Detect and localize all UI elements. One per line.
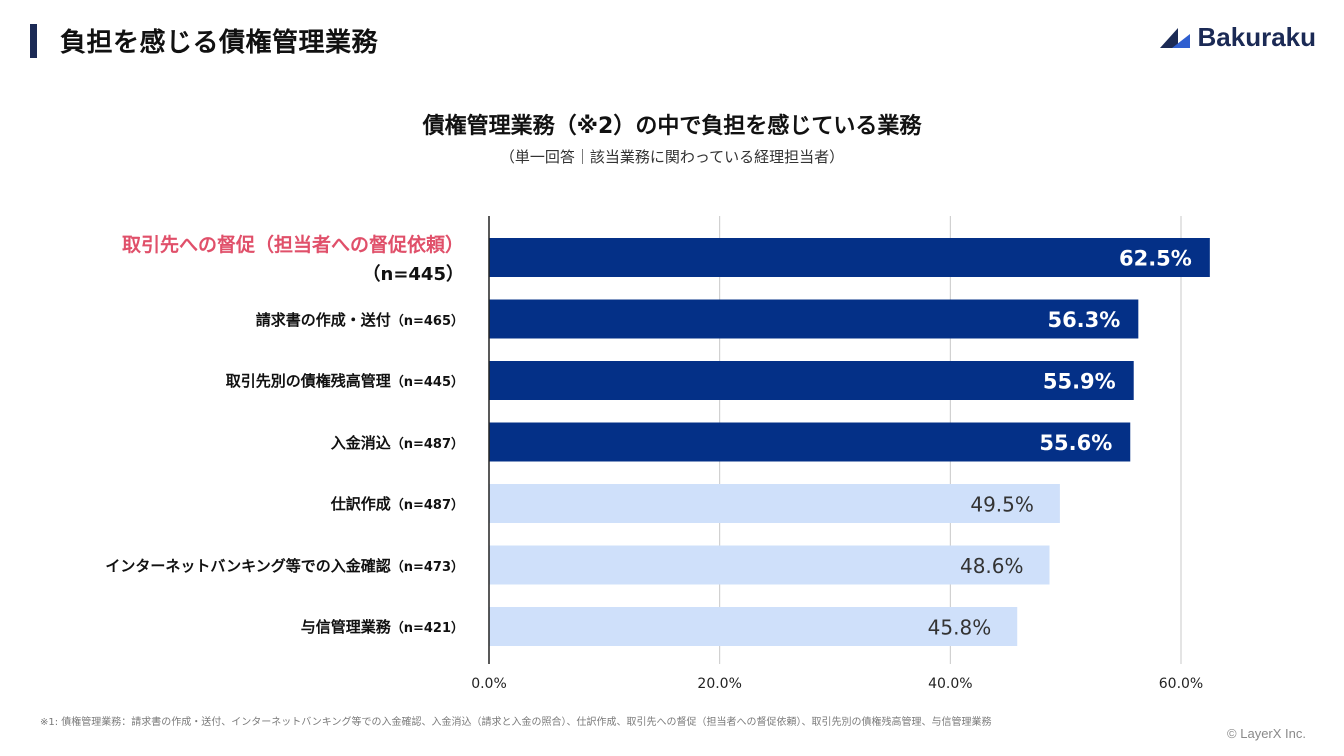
category-n: （n=487） [390, 436, 464, 452]
category-label: 取引先別の債権残高管理（n=445） [226, 370, 464, 391]
category-label: 入金消込（n=487） [331, 432, 464, 453]
bakuraku-logo-icon [1159, 27, 1190, 48]
x-tick-label: 0.0% [471, 676, 507, 692]
category-name: 取引先別の債権残高管理 [225, 372, 391, 390]
x-tick-label: 40.0% [928, 676, 972, 692]
bar-chart: 62.5% 56.3% 55.9% 55.6% 49.5% 48.6% 45.8% 0.0% 2… [471, 216, 1210, 692]
data-label: 56.3% [1047, 308, 1120, 332]
bar [489, 299, 1139, 339]
category-label: 与信管理業務（n=421） [301, 616, 464, 637]
data-label: 55.9% [1043, 370, 1116, 394]
category-n: （n=465） [390, 313, 464, 329]
category-name: インターネットバンキング等での入金確認 [105, 556, 391, 575]
category-label: インターネットバンキング等での入金確認（n=473） [105, 555, 464, 576]
data-label: 48.6% [960, 554, 1024, 578]
category-name: 与信管理業務 [300, 618, 391, 636]
copyright: © LayerX Inc. [1227, 726, 1306, 741]
x-tick-label: 20.0% [697, 676, 741, 692]
category-name: 入金消込 [330, 433, 391, 452]
category-name: 請求書の作成・送付 [255, 310, 391, 329]
chart-subtitle: （単一回答｜該当業務に関わっている経理担当者） [499, 148, 845, 166]
data-label: 45.8% [928, 616, 992, 640]
bar [489, 484, 1060, 523]
bar [489, 607, 1018, 646]
data-label: 62.5% [1119, 247, 1192, 271]
category-n: （n=445） [390, 375, 464, 390]
category-n: （n=473） [390, 559, 464, 575]
category-n: （n=487） [390, 498, 464, 513]
category-name: 仕訳作成 [330, 495, 391, 513]
category-n-label: （n=445） [362, 264, 464, 285]
bar [489, 422, 1131, 462]
bar [489, 238, 1210, 277]
bar [489, 545, 1050, 585]
brand-logo: Bakuraku [1158, 22, 1317, 53]
category-label: 仕訳作成（n=487） [331, 493, 464, 514]
page-title: 負担を感じる債権管理業務 [60, 28, 379, 58]
data-label: 55.6% [1039, 431, 1112, 455]
category-label: 請求書の作成・送付（n=465） [256, 309, 464, 330]
title-accent-bar [30, 24, 37, 58]
brand-name: Bakuraku [1197, 22, 1317, 52]
x-tick-label: 60.0% [1159, 676, 1203, 692]
footnote: ※1: 債権管理業務：請求書の作成・送付、インターネットバンキング等での入金確認… [40, 717, 992, 728]
category-label: 取引先への督促（担当者への督促依頼） [121, 234, 464, 256]
category-n: （n=421） [390, 621, 464, 636]
bar [489, 361, 1134, 400]
data-label: 49.5% [970, 493, 1034, 517]
chart-title: 債権管理業務（※2）の中で負担を感じている業務 [422, 114, 922, 139]
